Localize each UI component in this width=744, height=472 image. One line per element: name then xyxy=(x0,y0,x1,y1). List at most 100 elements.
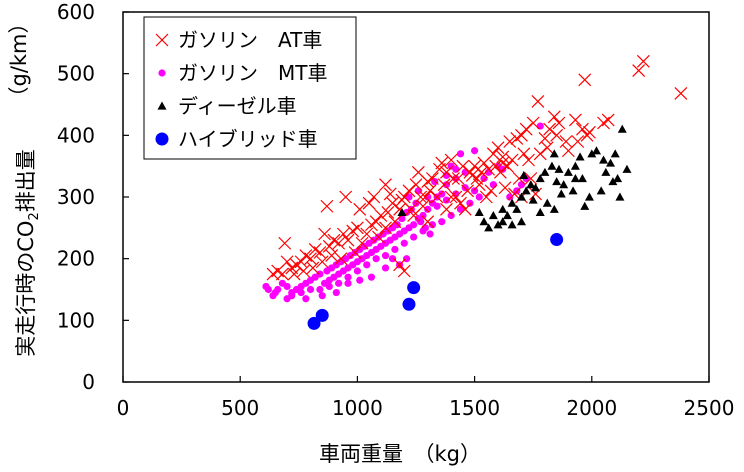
legend-box xyxy=(143,16,357,160)
data-point xyxy=(356,276,364,284)
data-point xyxy=(327,233,341,247)
data-point xyxy=(421,224,429,232)
data-point xyxy=(456,150,465,158)
data-point xyxy=(318,227,332,241)
data-point xyxy=(402,184,416,198)
data-point xyxy=(599,155,609,164)
data-point xyxy=(372,255,380,263)
data-point xyxy=(412,199,420,207)
data-point xyxy=(533,147,547,161)
data-point xyxy=(452,174,460,183)
y-axis-title-subscript: 2 xyxy=(27,212,42,220)
x-tick-label: 2500 xyxy=(684,396,735,420)
data-point xyxy=(496,150,510,164)
data-points xyxy=(262,54,688,330)
data-point xyxy=(570,174,580,183)
legend-swatch xyxy=(157,101,167,110)
data-point xyxy=(535,207,545,217)
data-point xyxy=(414,187,422,195)
data-point xyxy=(547,110,561,124)
data-point xyxy=(355,236,369,250)
data-point xyxy=(563,167,573,176)
data-point xyxy=(320,199,334,213)
data-point xyxy=(452,165,460,173)
data-point xyxy=(315,308,329,322)
data-point xyxy=(346,224,360,238)
x-tick-label: 1000 xyxy=(332,396,383,420)
x-axis-title: 車両重量 （kg） xyxy=(319,442,481,466)
data-point xyxy=(542,198,552,207)
data-point xyxy=(529,187,542,201)
data-point xyxy=(584,192,594,201)
data-point xyxy=(540,167,550,176)
series-triangle xyxy=(397,124,632,232)
data-point xyxy=(332,288,340,297)
data-point xyxy=(318,292,326,300)
data-point xyxy=(568,186,578,195)
data-point xyxy=(367,190,381,204)
x-tick-label: 500 xyxy=(221,396,259,420)
data-point xyxy=(488,211,498,220)
data-point xyxy=(411,165,425,179)
data-point xyxy=(365,218,378,232)
data-point xyxy=(341,233,355,247)
data-point xyxy=(601,167,611,176)
y-axis-ticks: 0 100 200 300 400 500 600 xyxy=(57,0,129,394)
data-point xyxy=(522,153,535,167)
y-tick-label: 100 xyxy=(57,308,95,332)
data-point xyxy=(524,172,538,185)
data-point xyxy=(521,186,531,195)
data-point xyxy=(353,202,367,216)
data-point xyxy=(559,135,573,148)
legend-label: ディーゼル車 xyxy=(178,94,297,118)
data-point xyxy=(430,190,444,204)
x-axis-ticks: 0 500 1000 1500 2000 2500 xyxy=(117,376,735,420)
data-point xyxy=(442,196,451,204)
y-tick-label: 500 xyxy=(57,62,95,86)
data-point xyxy=(471,187,479,195)
series-x xyxy=(266,54,688,281)
data-point xyxy=(271,288,279,297)
data-point xyxy=(479,217,489,226)
y-tick-label: 0 xyxy=(82,370,95,394)
data-point xyxy=(447,172,460,185)
data-point xyxy=(344,279,352,287)
y-axis-title: 実走行時のCO2排出量 xyxy=(14,149,42,356)
data-point xyxy=(379,178,392,192)
data-point xyxy=(538,131,552,145)
data-point xyxy=(372,230,385,244)
data-point xyxy=(493,165,507,179)
data-point xyxy=(322,239,336,253)
data-point xyxy=(547,161,557,170)
data-point xyxy=(449,190,463,204)
data-point xyxy=(482,162,496,176)
data-point xyxy=(517,181,526,189)
data-point xyxy=(438,218,446,226)
data-point xyxy=(393,258,407,272)
data-point xyxy=(474,207,484,217)
data-point xyxy=(617,124,627,133)
data-point xyxy=(491,141,505,155)
data-point xyxy=(613,174,623,183)
data-point xyxy=(516,192,526,201)
y-axis-title-tail: 排出量 xyxy=(14,149,38,212)
data-point xyxy=(424,205,432,213)
data-point xyxy=(540,141,554,155)
data-point xyxy=(526,116,540,130)
data-point xyxy=(549,204,559,213)
data-point xyxy=(591,146,601,155)
data-point xyxy=(583,125,596,139)
data-point xyxy=(367,273,376,281)
data-point xyxy=(479,190,493,204)
data-point xyxy=(610,149,620,158)
data-point xyxy=(512,204,522,213)
data-point xyxy=(531,183,541,192)
data-point xyxy=(410,233,418,241)
data-point xyxy=(505,153,519,167)
data-point xyxy=(536,122,544,130)
data-point xyxy=(461,184,474,198)
data-point xyxy=(508,187,521,201)
data-point xyxy=(550,233,564,247)
y-axis-title-main: 実走行時のCO xyxy=(14,221,38,357)
